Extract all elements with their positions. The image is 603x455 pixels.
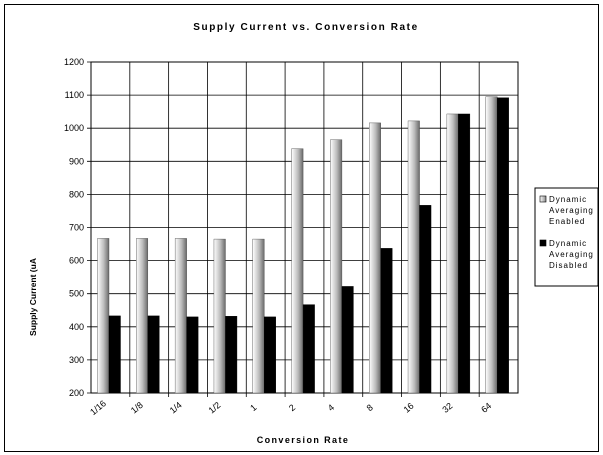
bar-enabled <box>97 238 110 394</box>
y-tick-label: 600 <box>69 256 84 266</box>
x-tick-labels: 1/16 1/8 1/4 1/2 1 2 4 8 16 32 64 <box>88 398 493 417</box>
y-tick-labels: 200 300 400 500 600 700 800 900 1000 1100 1200 <box>64 57 84 398</box>
x-tick-label: 2 <box>287 402 297 413</box>
bar-disabled <box>419 205 432 394</box>
bars-group <box>97 96 509 394</box>
bar-enabled <box>252 238 265 394</box>
bar-enabled <box>485 96 498 394</box>
bar-enabled <box>136 238 149 394</box>
x-tick-label: 16 <box>402 401 416 415</box>
legend-label: Averaging <box>549 206 594 215</box>
x-tick-label: 32 <box>440 401 454 415</box>
x-tick-label: 1/4 <box>168 400 184 416</box>
bar-enabled <box>330 139 343 394</box>
bar-disabled <box>380 248 393 394</box>
x-tick-label: 1 <box>248 402 258 413</box>
x-tick-label: 8 <box>365 402 375 413</box>
y-tick-label: 1200 <box>64 57 84 67</box>
legend: Dynamic Averaging Enabled Dynamic Averaging D… <box>534 187 599 287</box>
bar-disabled <box>225 316 238 394</box>
y-tick-label: 1100 <box>65 90 84 100</box>
bar-enabled <box>213 238 226 394</box>
legend-label: Dynamic <box>549 195 587 204</box>
bar-enabled <box>407 120 420 394</box>
chart-title: Supply Current vs. Conversion Rate <box>193 22 419 33</box>
x-tick-label: 1/2 <box>207 400 223 416</box>
legend-label: Disabled <box>549 261 588 270</box>
x-axis-title: Conversion Rate <box>257 435 350 445</box>
bar-enabled <box>174 238 187 394</box>
legend-box <box>534 187 599 287</box>
legend-label: Dynamic <box>549 239 587 248</box>
bar-disabled <box>147 315 160 394</box>
y-tick-label: 500 <box>69 289 84 299</box>
x-tick-label: 64 <box>479 401 493 415</box>
legend-swatch-disabled <box>539 239 547 247</box>
y-tick-label: 900 <box>69 156 84 166</box>
legend-label: Enabled <box>549 217 585 226</box>
bar-disabled <box>186 316 199 394</box>
bar-enabled <box>291 148 304 394</box>
y-tick-label: 1000 <box>64 123 84 133</box>
bar-disabled <box>108 315 121 394</box>
x-tick-label: 4 <box>326 402 336 413</box>
bar-disabled <box>302 304 315 394</box>
y-tick-label: 800 <box>69 189 84 199</box>
legend-swatch-enabled <box>539 195 547 203</box>
bar-enabled <box>369 122 381 394</box>
y-tick-label: 700 <box>69 223 84 233</box>
bar-disabled <box>341 286 354 394</box>
x-tick-label: 1/8 <box>129 400 145 416</box>
y-tick-label: 200 <box>69 388 84 398</box>
y-tick-label: 400 <box>69 322 84 332</box>
bar-disabled <box>458 113 471 394</box>
y-tick-label: 300 <box>69 355 84 365</box>
legend-label: Averaging <box>549 250 594 259</box>
x-tick-label: 1/16 <box>88 398 108 417</box>
bar-enabled <box>446 113 459 394</box>
y-axis-title: Supply Current (uA <box>28 258 38 336</box>
bar-disabled <box>264 316 276 394</box>
bar-disabled <box>496 97 509 394</box>
